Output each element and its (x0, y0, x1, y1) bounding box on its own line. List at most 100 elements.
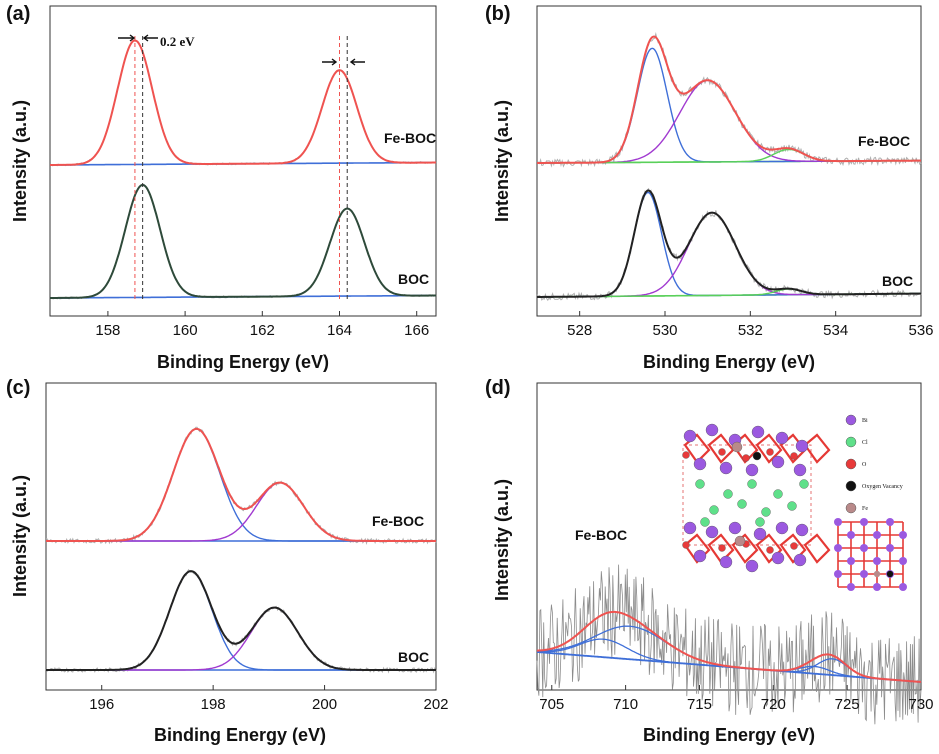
o-atom-27 (682, 541, 690, 549)
bi-atom-12 (705, 525, 719, 539)
shift-annotation: 0.2 eV (160, 34, 195, 49)
o-atom-28 (718, 544, 726, 552)
panel-d-ylabel: Intensity (a.u.) (492, 479, 512, 601)
panel-c-x-ticks: 196 198 200 202 (89, 685, 449, 713)
legend-label-0: Bi (862, 418, 868, 424)
cl-atom-32 (695, 479, 705, 489)
vacancy-lattice-illustration (834, 518, 907, 591)
legend-swatch-4 (845, 502, 857, 514)
panel-d-label: (d) (485, 377, 511, 399)
cl-atom-38 (737, 499, 747, 509)
bi-atom-21 (793, 553, 807, 567)
lattice-bi-1 (860, 518, 868, 526)
cl-atom-41 (700, 517, 710, 527)
panel-c-label: (c) (6, 377, 30, 399)
lattice-bi-13 (860, 570, 868, 578)
panel-d-tick-label-1: 710 (613, 696, 638, 713)
panel-c-tick-label-3: 202 (423, 696, 448, 713)
panel-a-tick-label-4: 166 (404, 322, 429, 339)
o-atom-24 (742, 454, 750, 462)
lattice-bi-11 (899, 557, 907, 565)
panel-c-tick-label-0: 196 (89, 696, 114, 713)
bi-atom-5 (795, 439, 809, 453)
panel-d-tick-label-0: 705 (539, 696, 564, 713)
panel-d-tick-label-5: 730 (908, 696, 933, 713)
legend-swatch-2 (845, 458, 857, 470)
panel-d-tick-label-3: 720 (761, 696, 786, 713)
panel-b-component-0-1 (537, 79, 921, 164)
lattice-bi-15 (847, 583, 855, 591)
o-atom-30 (766, 546, 774, 554)
bond-bottom-1 (707, 533, 735, 564)
o-atom-26 (790, 452, 798, 460)
atom-legend: Bi Cl O Oxygen Vacancy Fe (845, 414, 903, 514)
bi-atom-6 (693, 457, 707, 471)
bi-atom-13 (728, 521, 742, 535)
panel-a-label-fe-boc: Fe-BOC (384, 130, 436, 146)
legend-label-2: O (862, 462, 867, 468)
bi-atom-17 (693, 549, 707, 563)
panel-c-frame (45, 382, 437, 691)
panel-b: (b) 528 530 532 534 536 Fe-BOC BOC Binding E… (485, 3, 934, 372)
panel-a-envelope-0 (50, 39, 436, 166)
panel-c-component-1-1 (46, 606, 436, 671)
panel-a-tick-label-3: 164 (327, 322, 352, 339)
panel-a-raw-0 (49, 39, 437, 167)
panel-a-tick-label-0: 158 (95, 322, 120, 339)
shift-arrow-left-2 (322, 58, 338, 66)
bond-top-5 (803, 433, 831, 464)
panel-b-label-fe-boc: Fe-BOC (858, 133, 910, 149)
bond-bottom-3 (755, 533, 783, 564)
panel-b-envelope-1 (537, 189, 921, 298)
legend-swatch-3 (845, 480, 857, 492)
panel-b-envelope-0 (537, 35, 921, 164)
panel-c-component-1-0 (46, 570, 436, 671)
panel-a-label: (a) (6, 3, 30, 25)
panel-b-tick-label-3: 534 (823, 322, 848, 339)
lattice-bi-17 (899, 583, 907, 591)
bond-bottom-0 (683, 533, 711, 564)
cl-atom-33 (723, 489, 733, 499)
bi-atom-8 (745, 463, 759, 477)
lattice-vacancy (886, 570, 894, 578)
crystal-structure-illustration (672, 415, 831, 593)
panel-d-raw (536, 564, 922, 725)
lattice-bi-3 (847, 531, 855, 539)
panel-a-tick-label-1: 160 (173, 322, 198, 339)
shift-arrow-left (118, 34, 136, 42)
panel-d-xlabel: Binding Energy (eV) (643, 725, 815, 745)
legend-label-4: Fe (862, 506, 868, 512)
cl-atom-37 (709, 505, 719, 515)
panel-d-plot (536, 564, 922, 725)
panel-d: (d) 705 710 715 720 725 730 Fe-BOC Binding En… (485, 377, 934, 745)
panel-c-tick-label-2: 200 (312, 696, 337, 713)
fe-atom-45 (734, 535, 746, 547)
panel-a-plot (49, 34, 437, 300)
lattice-bi-10 (873, 557, 881, 565)
cl-atom-39 (761, 507, 771, 517)
bi-atom-1 (705, 423, 719, 437)
lattice-bi-6 (834, 544, 842, 552)
panel-d-envelope (537, 610, 922, 683)
panel-a-frame (49, 5, 437, 317)
lattice-bi-12 (834, 570, 842, 578)
lattice-bi-4 (873, 531, 881, 539)
lattice-fe (873, 570, 881, 578)
legend-label-1: Cl (862, 440, 868, 446)
bond-top-3 (755, 433, 783, 464)
panel-a: (a) 158 160 162 164 166 0.2 eV Fe-BOC BOC Bi… (6, 3, 437, 372)
lattice-bi-16 (873, 583, 881, 591)
o-atom-31 (790, 542, 798, 550)
panel-a-tick-label-2: 162 (250, 322, 275, 339)
panel-b-component-1-0 (537, 191, 921, 298)
panel-c-envelope-0 (46, 427, 436, 542)
cl-atom-35 (773, 489, 783, 499)
o-atom-25 (766, 448, 774, 456)
bi-atom-18 (719, 555, 733, 569)
lattice-bi-2 (886, 518, 894, 526)
panel-c-label-boc: BOC (398, 649, 429, 665)
panel-b-component-1-1 (537, 211, 921, 298)
cl-atom-42 (755, 517, 765, 527)
panel-b-tick-label-0: 528 (567, 322, 592, 339)
